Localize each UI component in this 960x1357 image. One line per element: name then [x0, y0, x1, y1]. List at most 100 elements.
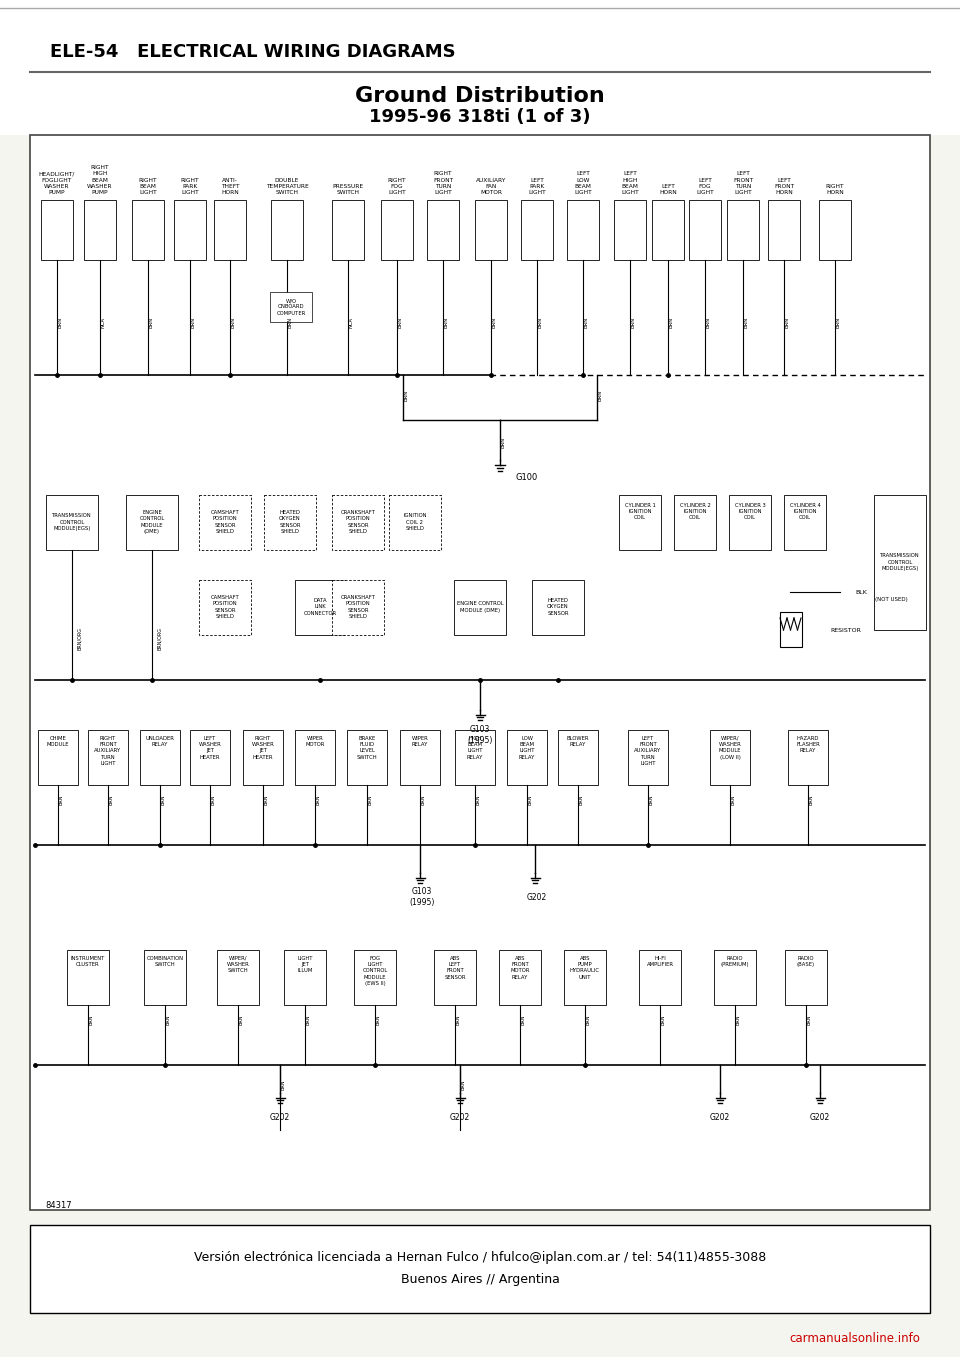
Bar: [521, 199, 553, 261]
Text: BRN: BRN: [160, 795, 165, 805]
Text: RESISTOR: RESISTOR: [830, 627, 861, 632]
Text: BRN: BRN: [706, 316, 710, 327]
Text: W/O
ONBOARD
COMPUTER: W/O ONBOARD COMPUTER: [276, 299, 305, 316]
Text: INSTRUMENT
CLUSTER: INSTRUMENT CLUSTER: [71, 955, 106, 968]
Text: CRANKSHAFT
POSITION
SENSOR
SHIELD: CRANKSHAFT POSITION SENSOR SHIELD: [341, 596, 375, 619]
Text: BRN: BRN: [397, 316, 402, 327]
Text: 1995-96 318ti (1 of 3): 1995-96 318ti (1 of 3): [370, 109, 590, 126]
Bar: [174, 199, 206, 261]
Bar: [628, 730, 668, 784]
Bar: [558, 730, 598, 784]
Text: BRN: BRN: [735, 1015, 740, 1026]
Bar: [499, 950, 541, 1006]
Bar: [819, 199, 851, 261]
Text: BRN: BRN: [58, 316, 62, 327]
Bar: [199, 495, 251, 550]
Text: BLK: BLK: [855, 589, 867, 594]
Text: G103
(1995): G103 (1995): [468, 725, 492, 745]
Text: BRAKE
FLUID
LEVEL
SWITCH: BRAKE FLUID LEVEL SWITCH: [357, 735, 377, 760]
Text: LEFT
PARK
LIGHT: LEFT PARK LIGHT: [528, 178, 546, 195]
Text: BRN: BRN: [492, 316, 496, 327]
Text: BLOWER
RELAY: BLOWER RELAY: [566, 735, 589, 748]
Bar: [271, 199, 303, 261]
Bar: [532, 579, 584, 635]
Text: UNLOADER
RELAY: UNLOADER RELAY: [146, 735, 175, 748]
Bar: [780, 612, 802, 647]
Text: CYLINDER 1
IGNITION
COIL: CYLINDER 1 IGNITION COIL: [625, 503, 656, 520]
Bar: [400, 730, 440, 784]
Text: BRN: BRN: [500, 437, 506, 448]
Text: HAZARD
FLASHER
RELAY: HAZARD FLASHER RELAY: [796, 735, 820, 753]
Text: CYLINDER 4
IGNITION
COIL: CYLINDER 4 IGNITION COIL: [789, 503, 821, 520]
Bar: [727, 199, 759, 261]
Text: BRN: BRN: [263, 795, 269, 805]
Bar: [84, 199, 116, 261]
Text: WIPER/
WASHER
MODULE
(LOW II): WIPER/ WASHER MODULE (LOW II): [719, 735, 741, 760]
Text: BRN: BRN: [165, 1015, 171, 1026]
Bar: [295, 730, 335, 784]
Bar: [190, 730, 230, 784]
Text: WIPER
MOTOR: WIPER MOTOR: [305, 735, 324, 748]
Text: HEATED
OXYGEN
SENSOR: HEATED OXYGEN SENSOR: [547, 598, 569, 616]
Bar: [427, 199, 459, 261]
Bar: [217, 950, 259, 1006]
Text: LOW
BEAM
LIGHT
RELAY: LOW BEAM LIGHT RELAY: [518, 735, 535, 760]
Bar: [454, 579, 506, 635]
Text: G100: G100: [515, 474, 538, 483]
Text: BRN: BRN: [375, 1015, 380, 1026]
Text: BRN: BRN: [316, 795, 321, 805]
Text: G103
(1995): G103 (1995): [409, 887, 435, 906]
Text: BRN: BRN: [305, 1015, 310, 1026]
Bar: [785, 950, 827, 1006]
Text: G202: G202: [450, 1113, 470, 1121]
Bar: [347, 730, 387, 784]
Text: G202: G202: [270, 1113, 290, 1121]
Text: BRN: BRN: [527, 795, 533, 805]
Text: CAMSHAFT
POSITION
SENSOR
SHIELD: CAMSHAFT POSITION SENSOR SHIELD: [210, 596, 239, 619]
Text: BRN: BRN: [403, 389, 409, 400]
Text: BRN: BRN: [238, 1015, 244, 1026]
Text: BRN: BRN: [444, 316, 448, 327]
Text: DOUBLE
TEMPERATURE
SWITCH: DOUBLE TEMPERATURE SWITCH: [266, 178, 308, 195]
Text: PRESSURE
SWITCH: PRESSURE SWITCH: [332, 183, 364, 195]
Text: BRN: BRN: [731, 795, 735, 805]
Bar: [126, 495, 178, 550]
Bar: [243, 730, 283, 784]
Text: RIGHT
FRONT
AUXILIARY
TURN
LIGHT: RIGHT FRONT AUXILIARY TURN LIGHT: [94, 735, 122, 765]
Bar: [264, 495, 316, 550]
Text: RIGHT
FRONT
TURN
LIGHT: RIGHT FRONT TURN LIGHT: [433, 171, 453, 195]
Bar: [354, 950, 396, 1006]
Text: BRN: BRN: [538, 316, 542, 327]
Text: BRN: BRN: [455, 1015, 461, 1026]
Bar: [88, 730, 128, 784]
Bar: [332, 579, 384, 635]
Text: BRN: BRN: [420, 795, 425, 805]
Text: WIPER
RELAY: WIPER RELAY: [412, 735, 428, 748]
Text: BRN: BRN: [668, 316, 674, 327]
Text: carmanualsonline.info: carmanualsonline.info: [789, 1331, 920, 1345]
Bar: [639, 950, 681, 1006]
Text: CYLINDER 2
IGNITION
COIL: CYLINDER 2 IGNITION COIL: [680, 503, 710, 520]
Text: HEADLIGHT/
FOGLIGHT
WASHER
PUMP: HEADLIGHT/ FOGLIGHT WASHER PUMP: [38, 171, 75, 195]
Text: 84317: 84317: [45, 1201, 72, 1209]
Text: LEFT
WASHER
JET
HEATER: LEFT WASHER JET HEATER: [199, 735, 222, 760]
Text: CAMSHAFT
POSITION
SENSOR
SHIELD: CAMSHAFT POSITION SENSOR SHIELD: [210, 510, 239, 533]
Text: ANTI-
THEFT
HORN: ANTI- THEFT HORN: [221, 178, 239, 195]
Text: TRANSMISSION
CONTROL
MODULE(EGS): TRANSMISSION CONTROL MODULE(EGS): [52, 513, 92, 531]
Text: Ground Distribution: Ground Distribution: [355, 85, 605, 106]
Bar: [710, 730, 750, 784]
Bar: [46, 495, 98, 550]
Bar: [784, 495, 826, 550]
Text: BRN: BRN: [280, 1080, 285, 1090]
Text: BRN: BRN: [149, 316, 154, 327]
Text: BRN: BRN: [631, 316, 636, 327]
Bar: [714, 950, 756, 1006]
Bar: [455, 730, 495, 784]
Text: ENGINE CONTROL
MODULE (DME): ENGINE CONTROL MODULE (DME): [457, 601, 503, 612]
Text: HI-FI
AMPLIFIER: HI-FI AMPLIFIER: [646, 955, 674, 968]
Bar: [674, 495, 716, 550]
Text: ABS
LEFT
FRONT
SENSOR: ABS LEFT FRONT SENSOR: [444, 955, 466, 980]
Text: RIGHT
FOG
LIGHT: RIGHT FOG LIGHT: [388, 178, 406, 195]
Text: BRN: BRN: [287, 316, 293, 327]
Text: BRN: BRN: [190, 316, 196, 327]
